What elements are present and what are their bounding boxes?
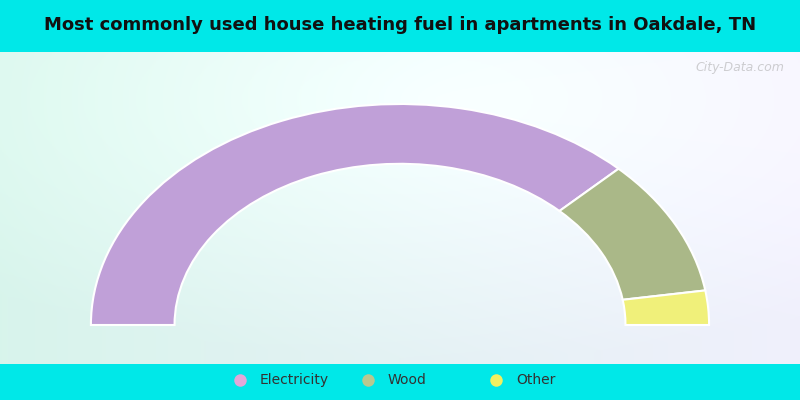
Wedge shape [622,290,709,325]
Text: Other: Other [516,373,555,387]
Text: Wood: Wood [388,373,427,387]
Text: Electricity: Electricity [260,373,329,387]
Wedge shape [559,169,706,300]
Text: City-Data.com: City-Data.com [695,61,784,74]
Wedge shape [91,104,618,325]
Text: Most commonly used house heating fuel in apartments in Oakdale, TN: Most commonly used house heating fuel in… [44,16,756,34]
